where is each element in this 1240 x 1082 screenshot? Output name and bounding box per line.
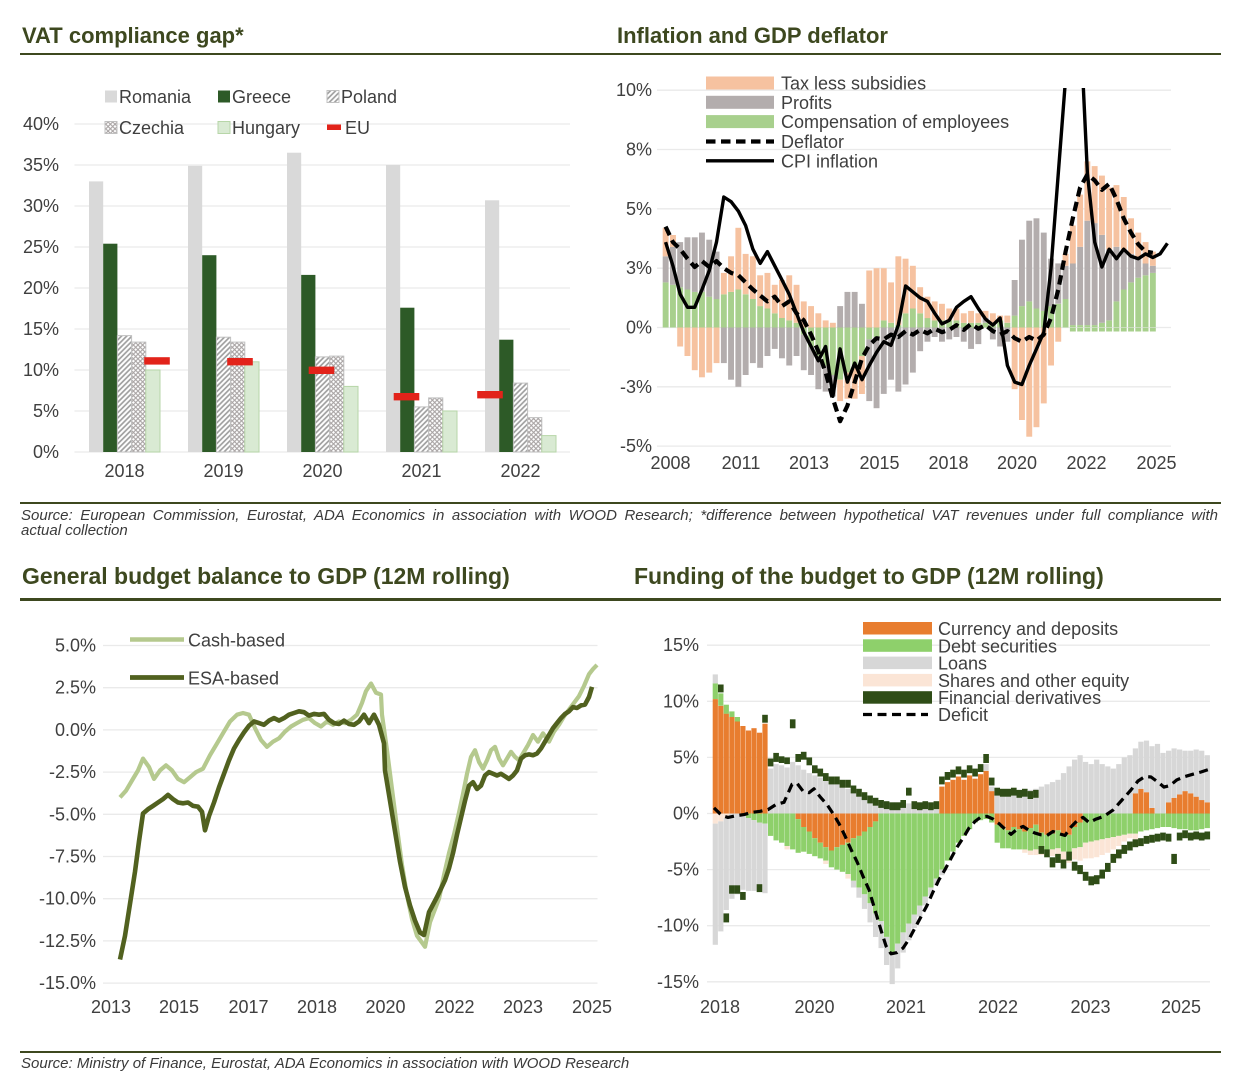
svg-text:25%: 25%	[23, 237, 59, 257]
svg-text:0%: 0%	[673, 804, 699, 824]
svg-text:10%: 10%	[616, 80, 652, 100]
svg-text:Deflator: Deflator	[781, 132, 844, 152]
svg-text:2011: 2011	[722, 453, 761, 473]
svg-text:40%: 40%	[23, 114, 59, 134]
svg-text:Poland: Poland	[341, 87, 397, 107]
svg-text:5%: 5%	[673, 747, 699, 767]
svg-text:2025: 2025	[1161, 997, 1201, 1017]
svg-text:2015: 2015	[159, 997, 199, 1017]
svg-text:EU: EU	[345, 118, 370, 138]
svg-text:5%: 5%	[33, 401, 59, 421]
svg-text:0%: 0%	[33, 442, 59, 462]
svg-text:2025: 2025	[1136, 453, 1176, 473]
svg-text:30%: 30%	[23, 196, 59, 216]
svg-text:2022: 2022	[1066, 453, 1106, 473]
svg-text:2013: 2013	[91, 997, 131, 1017]
svg-text:2.5%: 2.5%	[55, 678, 96, 698]
svg-text:Hungary: Hungary	[232, 118, 300, 138]
svg-text:-7.5%: -7.5%	[49, 847, 96, 867]
svg-text:-15.0%: -15.0%	[39, 973, 96, 993]
svg-text:-10%: -10%	[657, 916, 699, 936]
svg-text:2023: 2023	[1070, 997, 1110, 1017]
svg-text:-5.0%: -5.0%	[49, 804, 96, 824]
svg-text:Loans: Loans	[938, 654, 987, 674]
svg-text:2020: 2020	[302, 461, 342, 481]
svg-text:2018: 2018	[928, 453, 968, 473]
svg-text:2020: 2020	[997, 453, 1037, 473]
svg-text:Cash-based: Cash-based	[188, 631, 285, 651]
svg-text:-10.0%: -10.0%	[39, 889, 96, 909]
svg-text:2013: 2013	[789, 453, 829, 473]
svg-text:20%: 20%	[23, 278, 59, 298]
svg-text:2021: 2021	[886, 997, 926, 1017]
svg-text:-5%: -5%	[667, 860, 699, 880]
svg-text:0.0%: 0.0%	[55, 720, 96, 740]
svg-text:0%: 0%	[626, 318, 652, 338]
svg-text:2019: 2019	[203, 461, 243, 481]
svg-text:CPI inflation: CPI inflation	[781, 151, 878, 171]
svg-text:-2.5%: -2.5%	[49, 762, 96, 782]
svg-text:Currency and deposits: Currency and deposits	[938, 619, 1118, 639]
svg-text:Compensation of employees: Compensation of employees	[781, 112, 1009, 132]
svg-text:2022: 2022	[434, 997, 474, 1017]
svg-text:2025: 2025	[572, 997, 612, 1017]
svg-text:-12.5%: -12.5%	[39, 931, 96, 951]
svg-text:2021: 2021	[401, 461, 441, 481]
svg-text:5%: 5%	[626, 199, 652, 219]
svg-text:2015: 2015	[859, 453, 899, 473]
svg-text:Tax less subsidies: Tax less subsidies	[781, 74, 926, 94]
svg-text:2020: 2020	[794, 997, 834, 1017]
svg-text:Czechia: Czechia	[119, 118, 185, 138]
svg-text:Debt securities: Debt securities	[938, 636, 1057, 656]
svg-text:2020: 2020	[365, 997, 405, 1017]
svg-text:3%: 3%	[626, 258, 652, 278]
svg-text:2023: 2023	[503, 997, 543, 1017]
svg-text:8%: 8%	[626, 140, 652, 160]
svg-text:10%: 10%	[23, 360, 59, 380]
svg-text:2018: 2018	[700, 997, 740, 1017]
svg-text:-3%: -3%	[620, 377, 652, 397]
svg-text:Shares and other equity: Shares and other equity	[938, 671, 1129, 691]
svg-text:Romania: Romania	[119, 87, 192, 107]
svg-text:2022: 2022	[500, 461, 540, 481]
svg-text:5.0%: 5.0%	[55, 636, 96, 656]
svg-text:2018: 2018	[104, 461, 144, 481]
svg-text:Greece: Greece	[232, 87, 291, 107]
svg-text:2017: 2017	[228, 997, 268, 1017]
svg-text:10%: 10%	[663, 691, 699, 711]
svg-text:Financial derivatives: Financial derivatives	[938, 688, 1101, 708]
svg-text:-5%: -5%	[620, 436, 652, 456]
svg-text:2008: 2008	[650, 453, 690, 473]
svg-text:2022: 2022	[978, 997, 1018, 1017]
svg-text:Profits: Profits	[781, 93, 832, 113]
svg-text:ESA-based: ESA-based	[188, 669, 279, 689]
svg-text:2018: 2018	[297, 997, 337, 1017]
svg-text:15%: 15%	[23, 319, 59, 339]
svg-text:35%: 35%	[23, 155, 59, 175]
svg-text:15%: 15%	[663, 635, 699, 655]
svg-text:Deficit: Deficit	[938, 705, 988, 725]
svg-text:-15%: -15%	[657, 972, 699, 992]
